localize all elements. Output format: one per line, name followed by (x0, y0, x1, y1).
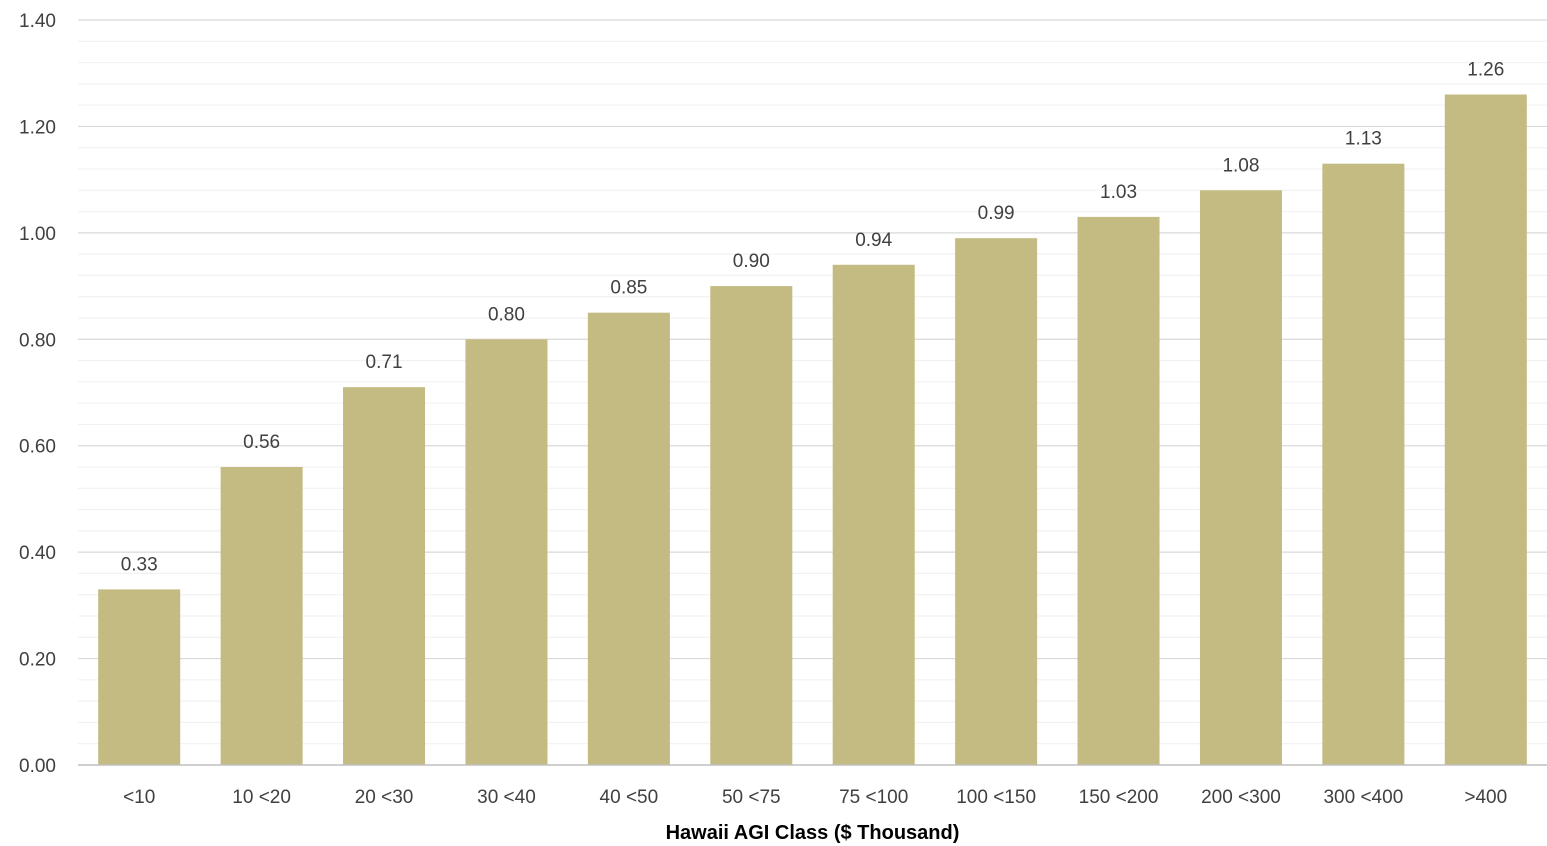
data-labels: 0.33 0.56 0.71 0.80 0.85 0.90 0.94 0.99 1.03 1.08… (121, 60, 1505, 576)
y-tick-label: 0.20 (19, 650, 56, 671)
x-tick-label: 10 <20 (232, 787, 291, 808)
y-axis-ticks: 0.00 0.20 0.40 0.60 0.80 1.00 1.20 1.40 (19, 11, 56, 777)
x-tick-label: 300 <400 (1323, 787, 1403, 808)
bar (587, 312, 670, 765)
x-tick-label: >400 (1464, 787, 1507, 808)
y-tick-label: 1.20 (19, 117, 56, 138)
bars (98, 94, 1527, 766)
data-label: 0.85 (610, 278, 647, 299)
x-tick-label: 75 <100 (839, 787, 908, 808)
y-tick-label: 0.40 (19, 543, 56, 564)
x-tick-label: 200 <300 (1201, 787, 1281, 808)
data-label: 0.94 (855, 230, 892, 251)
x-tick-label: 30 <40 (477, 787, 536, 808)
data-label: 0.56 (243, 432, 280, 453)
data-label: 1.03 (1100, 182, 1137, 203)
data-label: 0.71 (366, 352, 403, 373)
x-axis-title: Hawaii AGI Class ($ Thousand) (666, 822, 960, 844)
data-label: 1.26 (1467, 60, 1504, 81)
bar (1199, 190, 1282, 766)
bar (220, 467, 303, 765)
y-tick-label: 1.40 (19, 11, 56, 32)
y-tick-label: 1.00 (19, 224, 56, 245)
bar (1444, 94, 1527, 765)
x-tick-label: 40 <50 (600, 787, 659, 808)
data-label: 0.80 (488, 304, 525, 325)
x-axis-ticks: <10 10 <20 20 <30 30 <40 40 <50 50 <75 75 <100… (123, 787, 1507, 808)
bar (832, 264, 915, 765)
bar (710, 286, 793, 765)
bar (343, 387, 426, 765)
y-tick-label: 0.00 (19, 756, 56, 777)
bar (1077, 216, 1160, 766)
bar (465, 339, 548, 765)
x-tick-label: 20 <30 (355, 787, 414, 808)
data-label: 0.33 (121, 554, 158, 575)
x-tick-label: 100 <150 (956, 787, 1036, 808)
bar (955, 238, 1038, 765)
x-tick-label: 50 <75 (722, 787, 781, 808)
data-label: 1.13 (1345, 129, 1382, 150)
bar (98, 589, 181, 765)
x-tick-label: 150 <200 (1079, 787, 1159, 808)
gridlines (78, 19, 1547, 745)
x-tick-label: <10 (123, 787, 155, 808)
data-label: 1.08 (1222, 155, 1259, 176)
bar (1322, 163, 1405, 765)
data-label: 0.90 (733, 251, 770, 272)
y-tick-label: 0.60 (19, 437, 56, 458)
data-label: 0.99 (978, 203, 1015, 224)
y-tick-label: 0.80 (19, 330, 56, 351)
